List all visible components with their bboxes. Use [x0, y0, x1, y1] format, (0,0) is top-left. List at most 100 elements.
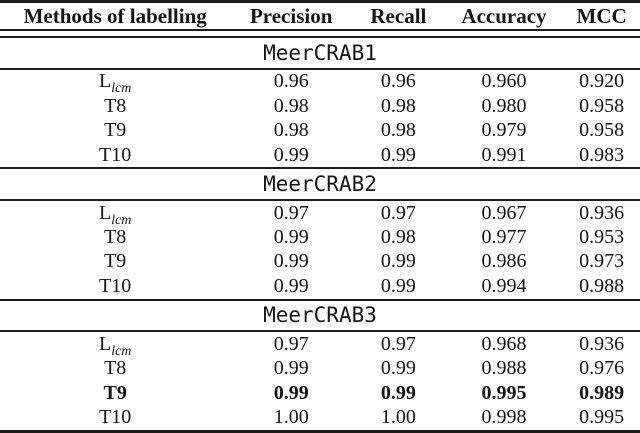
cell-accuracy: 0.995: [481, 381, 527, 404]
method-label-base: T9: [104, 250, 127, 273]
cell-precision: 0.97: [273, 333, 309, 355]
double-rule-spacer-cell: [0, 30, 640, 38]
table-row: Llcm 0.97 0.97 0.967 0.936: [0, 200, 640, 226]
cell-recall: 0.98: [380, 119, 416, 142]
cell-precision: 0.98: [273, 94, 309, 117]
table-row: T9 0.99 0.99 0.986 0.973: [0, 250, 640, 274]
header-row: Methods of labelling Precision Recall Ac…: [0, 0, 640, 31]
col-header-accuracy: Accuracy: [444, 0, 564, 31]
cell-accuracy: 0.979: [481, 119, 527, 142]
method-label-base: T9: [103, 381, 127, 404]
method-label-base: T8: [104, 357, 127, 380]
cell-accuracy: 0.977: [481, 226, 527, 249]
cell-method-label: Llcm: [0, 69, 230, 94]
section-header-row-meercrab3: MeerCRAB3: [0, 298, 640, 333]
section-title-meercrab1: MeerCRAB1: [0, 37, 640, 70]
cell-precision: 0.99: [273, 381, 309, 404]
cell-recall: 0.99: [380, 250, 416, 273]
cell-method-label: T10: [0, 143, 230, 168]
cell-mcc: 0.989: [579, 381, 625, 404]
method-label-subscript: lcm: [111, 344, 132, 357]
cell-mcc: 0.976: [579, 357, 625, 380]
cell-mcc: 0.936: [579, 201, 625, 224]
cell-accuracy: 0.988: [481, 357, 527, 380]
col-header-recall: Recall: [351, 0, 445, 31]
cell-accuracy: 0.980: [481, 94, 527, 117]
cell-accuracy: 0.968: [481, 333, 527, 355]
table-row: Llcm 0.97 0.97 0.968 0.936: [0, 331, 640, 357]
cell-mcc: 0.983: [579, 143, 625, 166]
table-row: T10 1.00 1.00 0.998 0.995: [0, 405, 640, 433]
cell-mcc: 0.958: [579, 94, 625, 117]
method-label-base: L: [98, 70, 112, 93]
cell-precision: 0.99: [273, 226, 309, 249]
cell-method-label: T9: [0, 250, 230, 274]
method-label-subscript: lcm: [111, 212, 132, 226]
cell-recall: 0.98: [380, 226, 416, 249]
method-label-subscript: lcm: [111, 81, 132, 95]
method-label-base: L: [98, 201, 112, 224]
col-header-mcc: MCC: [563, 0, 640, 31]
cell-mcc: 0.920: [579, 70, 625, 93]
table-row: T8 0.99 0.98 0.977 0.953: [0, 225, 640, 249]
method-label-base: T10: [99, 406, 132, 429]
table-row: T10 0.99 0.99 0.991 0.983: [0, 143, 640, 168]
method-label-base: T10: [99, 274, 132, 297]
cell-method-label: Llcm: [0, 200, 230, 226]
method-label-base: T10: [99, 143, 132, 166]
cell-recall: 0.99: [380, 357, 416, 380]
method-label-base: T8: [104, 226, 127, 249]
cell-precision: 0.98: [273, 119, 309, 142]
cell-precision: 0.99: [273, 274, 309, 297]
cell-accuracy: 0.994: [481, 274, 527, 297]
cell-recall: 0.99: [380, 143, 416, 166]
cell-method-label: T10: [0, 274, 230, 299]
cell-recall: 0.97: [380, 333, 416, 355]
cell-accuracy: 0.960: [481, 70, 527, 93]
section-header-row-meercrab2: MeerCRAB2: [0, 167, 640, 202]
cell-recall: 1.00: [351, 405, 445, 433]
cell-precision: 0.96: [273, 70, 309, 93]
cell-precision: 0.99: [273, 250, 309, 273]
cell-mcc: 0.953: [579, 226, 625, 249]
cell-mcc: 0.995: [563, 405, 640, 433]
section-title-meercrab2: MeerCRAB2: [0, 167, 640, 202]
method-label-base: L: [98, 333, 112, 355]
col-header-methods: Methods of labelling: [0, 0, 231, 31]
cell-accuracy: 0.991: [481, 143, 527, 166]
cell-recall: 0.99: [380, 274, 416, 297]
cell-recall: 0.97: [380, 201, 416, 224]
cell-recall: 0.96: [380, 70, 416, 93]
cell-method-label: Llcm: [0, 331, 230, 357]
method-label-base: T8: [104, 94, 127, 117]
table-row: Llcm 0.96 0.96 0.960 0.920: [0, 69, 640, 94]
cell-method-label: T8: [0, 94, 230, 118]
cell-precision: 1.00: [230, 405, 352, 433]
col-header-precision: Precision: [230, 0, 352, 31]
cell-method-label: T9: [0, 381, 230, 405]
cell-accuracy: 0.986: [481, 250, 527, 273]
section-title-meercrab3: MeerCRAB3: [0, 298, 640, 333]
cell-mcc: 0.936: [579, 333, 625, 355]
cell-method-label: T8: [0, 357, 230, 381]
cell-method-label: T9: [0, 119, 230, 143]
cell-recall: 0.99: [380, 381, 416, 404]
cell-method-label: T8: [0, 225, 230, 249]
cell-precision: 0.99: [273, 143, 309, 166]
cell-mcc: 0.958: [579, 119, 625, 142]
cell-mcc: 0.973: [579, 250, 625, 273]
cell-accuracy: 0.967: [481, 201, 527, 224]
cell-method-label: T10: [0, 405, 231, 433]
method-label-base: T9: [104, 119, 127, 142]
table-row-best-result: T9 0.99 0.99 0.995 0.989: [0, 381, 640, 405]
table-row: T8 0.99 0.99 0.988 0.976: [0, 357, 640, 381]
table-row: T10 0.99 0.99 0.994 0.988: [0, 274, 640, 299]
double-rule-spacer: [0, 30, 640, 38]
table-row: T8 0.98 0.98 0.980 0.958: [0, 94, 640, 118]
cell-precision: 0.99: [273, 357, 309, 380]
table-row: T9 0.98 0.98 0.979 0.958: [0, 119, 640, 143]
cell-precision: 0.97: [273, 201, 309, 224]
cell-accuracy: 0.998: [444, 405, 564, 433]
section-header-row-meercrab1: MeerCRAB1: [0, 37, 640, 70]
